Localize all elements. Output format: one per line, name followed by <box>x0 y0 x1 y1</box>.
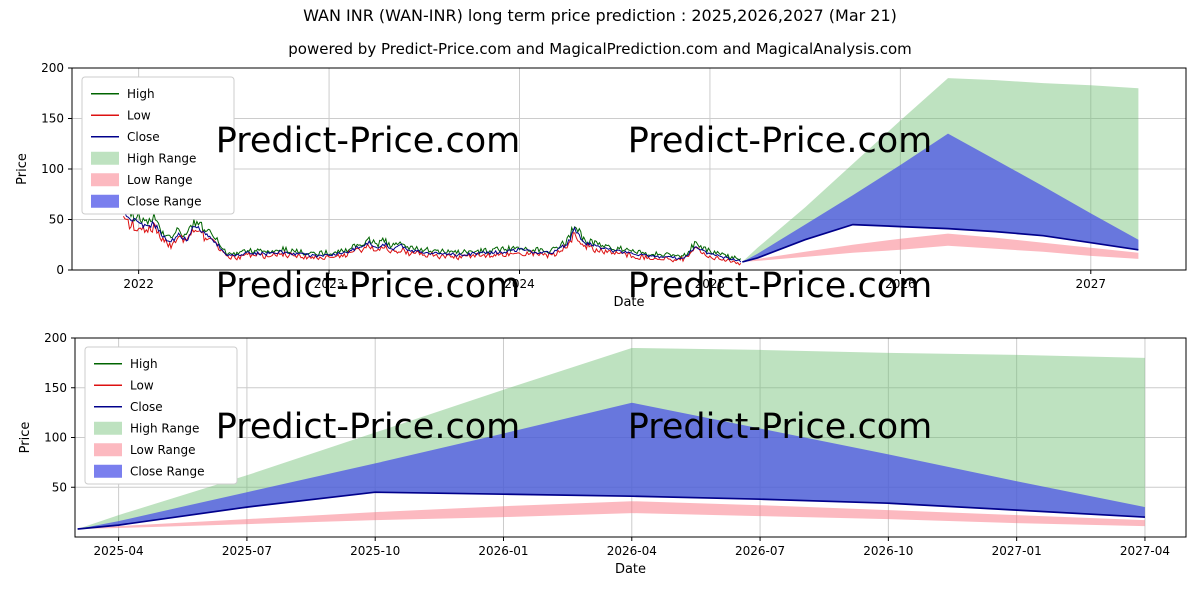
watermark-text: Predict-Price.com <box>216 121 520 161</box>
chart-history-and-forecast: 0 50 100 150 200 2022 2023 2024 2025 2026 2027 Pric… <box>15 61 1187 310</box>
legend-swatch-low-range <box>91 173 119 187</box>
y-tick-label: 150 <box>41 112 64 126</box>
y-axis-label: Price <box>18 422 33 454</box>
chart-forecast-detail: 50 100 150 200 2025-04 2025-07 2025-10 2026-01 2… <box>18 331 1187 577</box>
x-axis-label: Date <box>615 562 646 577</box>
x-tick-label: 2023 <box>314 277 345 291</box>
x-tick-label: 2025-07 <box>222 544 272 558</box>
legend-label-close: Close <box>130 400 163 414</box>
x-tick-label: 2026-04 <box>607 544 657 558</box>
y-tick-label: 200 <box>44 331 67 345</box>
legend-box <box>84 346 238 485</box>
x-tick-label: 2024 <box>504 277 535 291</box>
x-tick-label: 2026-01 <box>478 544 528 558</box>
y-tick-label: 50 <box>52 480 67 494</box>
legend-label-high-range: High Range <box>127 151 196 165</box>
legend-label-close-range: Close Range <box>127 194 202 208</box>
low-range-band <box>742 233 1139 262</box>
legend-swatch-close-range <box>94 464 122 478</box>
x-tick-label: 2025-10 <box>350 544 400 558</box>
legend-label-low: Low <box>127 108 151 122</box>
legend-label-close-range: Close Range <box>130 464 205 478</box>
legend-label-low-range: Low Range <box>127 173 192 187</box>
y-tick-label: 0 <box>56 263 64 277</box>
figure-subtitle: powered by Predict-Price.com and Magical… <box>288 40 912 58</box>
watermark-text: Predict-Price.com <box>216 407 520 447</box>
watermark-text: Predict-Price.com <box>628 407 932 447</box>
legend-label-low: Low <box>130 378 154 392</box>
y-tick-label: 100 <box>41 162 64 176</box>
legend: High Low Close High Range Low Range Close Ran… <box>81 76 235 215</box>
legend-label-close: Close <box>127 130 160 144</box>
x-tick-label: 2026-07 <box>735 544 785 558</box>
watermark-text: Predict-Price.com <box>628 266 932 306</box>
close-range-band <box>77 402 1145 529</box>
legend-swatch-close-range <box>91 194 119 208</box>
legend-label-high: High <box>127 87 155 101</box>
figure-title: WAN INR (WAN-INR) long term price predic… <box>303 6 897 25</box>
close-range-band <box>742 133 1139 262</box>
low-range-band <box>77 501 1145 529</box>
x-tick-label: 2026 <box>885 277 916 291</box>
close-forecast-line <box>77 491 1145 530</box>
legend: High Low Close High Range Low Range Close Ran… <box>84 346 238 485</box>
x-tick-label: 2025 <box>695 277 726 291</box>
legend-swatch-high-range <box>94 421 122 435</box>
y-tick-label: 50 <box>49 213 64 227</box>
legend-label-high-range: High Range <box>130 421 199 435</box>
x-tick-label: 2025-04 <box>94 544 144 558</box>
legend-box <box>81 76 235 215</box>
x-tick-label: 2027 <box>1076 277 1107 291</box>
legend-label-low-range: Low Range <box>130 443 195 457</box>
close-forecast-line <box>742 223 1139 263</box>
y-tick-label: 200 <box>41 61 64 75</box>
legend-swatch-high-range <box>91 151 119 165</box>
legend-label-high: High <box>130 357 158 371</box>
x-tick-label: 2027-01 <box>992 544 1042 558</box>
watermark-text: Predict-Price.com <box>216 266 520 306</box>
y-tick-label: 100 <box>44 431 67 445</box>
x-tick-label: 2022 <box>123 277 154 291</box>
y-axis-label: Price <box>15 153 30 185</box>
legend-swatch-low-range <box>94 443 122 457</box>
low-line <box>122 216 742 266</box>
x-axis-label: Date <box>613 295 644 310</box>
close-line-historical <box>123 212 742 263</box>
watermark-text: Predict-Price.com <box>628 121 932 161</box>
y-tick-label: 150 <box>44 381 67 395</box>
x-tick-label: 2027-04 <box>1120 544 1170 558</box>
x-tick-label: 2026-10 <box>863 544 913 558</box>
